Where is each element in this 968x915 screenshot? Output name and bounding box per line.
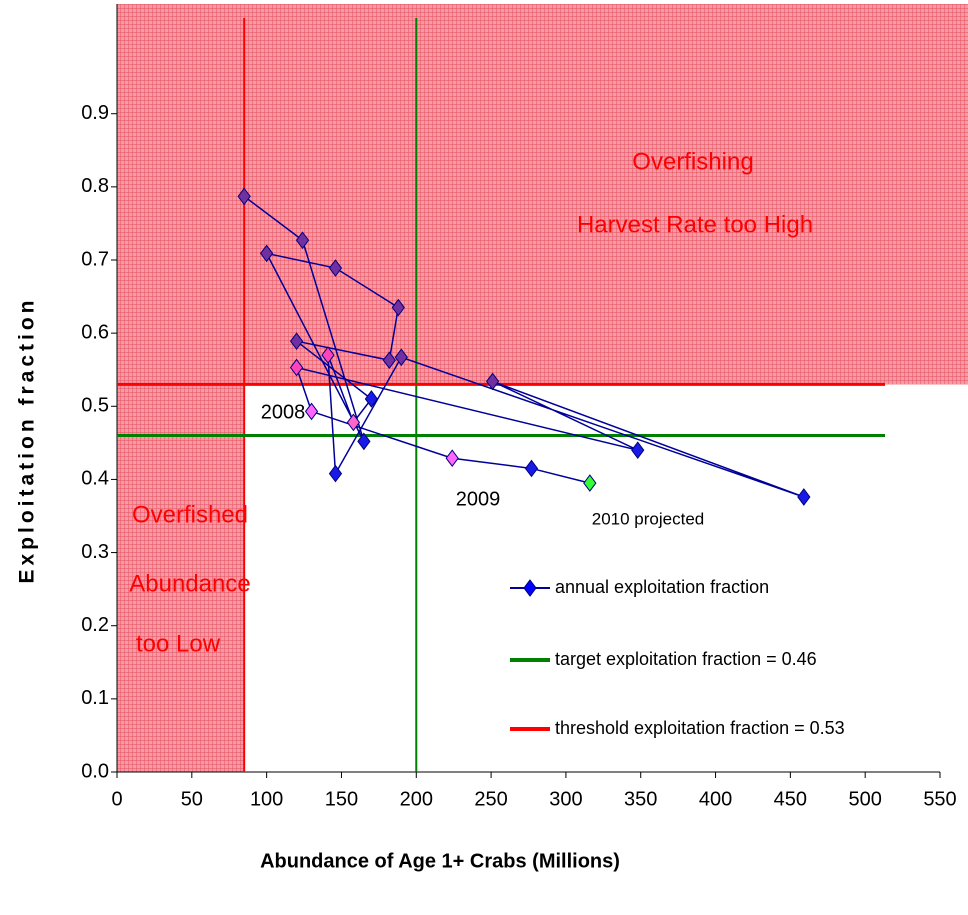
y-tick-label: 0.4 [81,468,109,490]
x-tick-label: 550 [923,788,956,810]
data-point [631,441,645,460]
y-tick-label: 0.3 [81,541,109,563]
y-tick-label: 0.5 [81,395,109,417]
annotation: 2010 projected [592,509,704,528]
x-tick-label: 250 [474,788,507,810]
legend-marker [523,579,537,597]
overfishing-region [117,4,968,385]
y-tick-label: 0.1 [81,687,109,709]
x-tick-label: 200 [400,788,433,810]
y-tick-label: 0.9 [81,102,109,124]
y-axis-title: Exploitation fraction [16,296,39,583]
data-point [485,372,500,391]
data-point [391,298,405,317]
legend-label: annual exploitation fraction [555,577,769,597]
annotation: Overfishing [632,148,753,175]
data-point [289,358,304,377]
data-point [382,351,396,370]
y-tick-label: 0.2 [81,614,109,636]
data-point [328,259,343,277]
data-point [357,432,371,451]
legend-label: target exploitation fraction = 0.46 [555,649,817,669]
x-tick-label: 500 [848,788,881,810]
data-point [797,488,811,506]
y-tick-label: 0.0 [81,760,109,782]
data-point [583,474,597,492]
x-tick-label: 50 [181,788,203,810]
data-point [295,231,310,250]
overfished-region [117,384,245,772]
data-point [364,390,379,408]
annotation: 2008 [261,401,306,423]
annotation: Overfished [132,501,248,528]
x-tick-label: 150 [325,788,358,810]
data-point [260,244,274,263]
data-point [346,413,361,432]
x-tick-label: 350 [624,788,657,810]
annotation: Abundance [129,570,250,597]
annotation: 2009 [456,488,501,510]
x-tick-label: 100 [250,788,283,810]
data-point [328,464,343,483]
legend-label: threshold exploitation fraction = 0.53 [555,718,845,738]
x-tick-label: 400 [699,788,732,810]
data-point [394,348,408,367]
data-point [321,346,335,364]
data-point [445,449,459,468]
annotation: Harvest Rate too High [577,211,813,238]
data-point [304,402,319,421]
data-point [289,332,304,351]
x-axis-title: Abundance of Age 1+ Crabs (Millions) [260,850,620,872]
annotation: too Low [136,630,221,657]
data-point [237,187,251,206]
x-tick-label: 300 [549,788,582,810]
data-point [524,459,539,478]
shaded-regions [117,4,968,772]
x-tick-label: 450 [774,788,807,810]
x-tick-label: 0 [111,788,122,810]
y-tick-label: 0.7 [81,248,109,270]
y-tick-label: 0.6 [81,321,109,343]
y-tick-label: 0.8 [81,175,109,197]
